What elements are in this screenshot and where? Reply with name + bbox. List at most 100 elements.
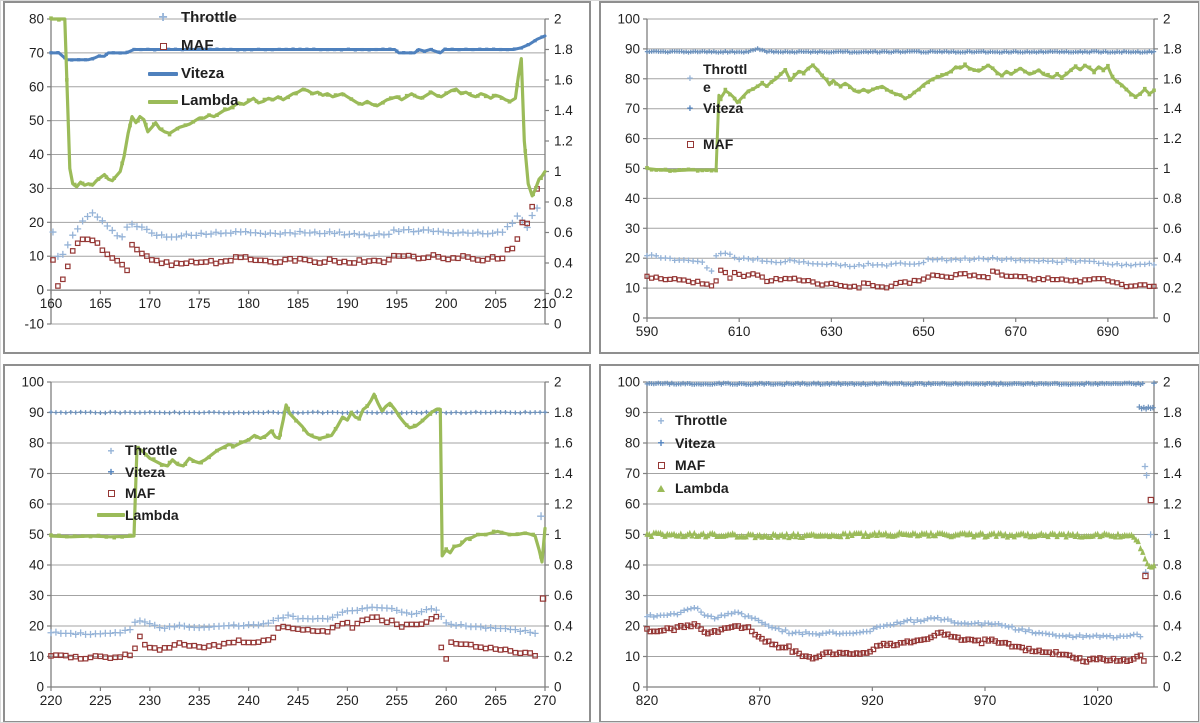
left-axis-tick-label: 40	[29, 558, 44, 573]
right-axis-tick-label: 1.2	[554, 497, 573, 512]
series-viteza	[644, 46, 1157, 55]
right-axis-tick-label: 0.2	[1163, 281, 1182, 296]
left-axis-tick-label: 90	[625, 41, 640, 56]
right-axis-tick-label: 0.8	[1163, 191, 1182, 206]
viteza-plus-marker-icon: +	[107, 465, 115, 480]
series-viteza	[48, 409, 548, 416]
chart4-legend: + Throttle + Viteza MAF Lambda	[647, 412, 729, 497]
legend-item-viteza: + Viteza	[97, 464, 179, 482]
x-axis-tick-label: 1020	[1083, 693, 1113, 708]
left-axis-tick-label: 70	[625, 466, 640, 481]
right-axis-tick-label: 0.4	[554, 619, 573, 634]
x-axis-tick-label: 240	[237, 693, 260, 708]
x-axis-tick-label: 210	[534, 296, 557, 311]
maf-square-marker-icon	[159, 42, 167, 50]
legend-item-lambda: Lambda	[97, 507, 179, 525]
right-axis-tick-label: 0.6	[554, 588, 573, 603]
throttle-plus-marker-icon: +	[158, 9, 168, 27]
right-axis-tick-label: 1.4	[554, 466, 573, 481]
maf-square-marker-icon	[657, 462, 665, 470]
right-axis-tick-label: 0.6	[1163, 588, 1182, 603]
left-axis-tick-label: 60	[29, 79, 44, 94]
x-axis-tick-label: 160	[40, 296, 63, 311]
x-axis-tick-label: 820	[636, 693, 659, 708]
legend-item-throttle: + Throttle	[647, 412, 729, 430]
series-maf	[50, 186, 540, 289]
x-axis-tick-label: 190	[336, 296, 359, 311]
legend-label-throttle: Throttle	[675, 412, 728, 428]
lambda-line-marker-icon	[97, 513, 125, 518]
series-throttle	[644, 604, 1144, 641]
left-axis-tick-label: 50	[625, 527, 640, 542]
left-axis-tick-label: 40	[29, 147, 44, 162]
right-axis-tick-label: 0	[554, 680, 562, 695]
left-axis-tick-label: 100	[617, 12, 640, 27]
right-axis-tick-label: 0.8	[554, 558, 573, 573]
legend-label-lambda: Lambda	[181, 92, 239, 110]
x-axis-tick-label: 175	[188, 296, 211, 311]
chart-panel-top-left: -10 0 10 20 30 40 50 60 70 80 0 0.2 0.4 0.6 0.8 1 1.2 1.4…	[3, 1, 591, 354]
series-viteza	[644, 380, 1146, 387]
series-lambda	[49, 392, 547, 564]
x-axis-tick-label: 220	[40, 693, 63, 708]
left-axis-tick-label: 10	[625, 649, 640, 664]
right-axis-tick-label: 1	[1163, 161, 1171, 176]
x-axis-tick-label: 180	[237, 296, 260, 311]
legend-label-throttle: Throttle	[181, 9, 237, 26]
legend-label-maf: MAF	[703, 135, 734, 152]
series-maf	[48, 613, 538, 662]
series-lambda	[645, 62, 1156, 173]
chart1-legend: + Throttle MAF Viteza Lambda	[145, 9, 239, 111]
right-axis-tick-label: 0.6	[1163, 221, 1182, 236]
series-throttle	[47, 603, 539, 638]
left-axis-tick-label: 60	[625, 131, 640, 146]
legend-item-viteza: + Viteza	[647, 435, 729, 453]
series-maf	[644, 267, 1157, 291]
right-axis-tick-label: 1.2	[1163, 497, 1182, 512]
left-axis-tick-label: 50	[625, 161, 640, 176]
right-axis-tick-label: 1.2	[554, 134, 573, 149]
lambda-line-marker-icon	[148, 99, 178, 104]
right-axis-tick-label: 0	[554, 317, 562, 332]
x-axis-tick-label: 270	[534, 693, 557, 708]
left-axis-tick-label: 30	[29, 588, 44, 603]
x-axis-tick-label: 630	[820, 324, 843, 339]
axis-labels: 0 10 20 30 40 50 60 70 80 90 100 0 0.2 0.4 0.6 0.8 1 1.2 1…	[617, 12, 1182, 340]
left-axis-tick-label: 30	[625, 588, 640, 603]
x-axis-tick-label: 260	[435, 693, 458, 708]
right-axis-tick-label: 2	[554, 12, 562, 27]
legend-item-maf: MAF	[647, 457, 729, 475]
axes	[47, 18, 549, 325]
right-axis-tick-label: 1.8	[1163, 41, 1182, 56]
right-axis-tick-label: 0.4	[554, 256, 573, 271]
series-viteza	[49, 34, 547, 62]
throttle-plus-marker-icon: +	[657, 413, 665, 428]
left-axis-tick-label: 0	[632, 311, 640, 326]
left-axis-tick-label: 10	[625, 281, 640, 296]
right-axis-tick-label: 0.8	[1163, 558, 1182, 573]
left-axis-tick-label: 0	[36, 283, 44, 298]
axes	[643, 18, 1158, 322]
x-axis-tick-label: 690	[1097, 324, 1120, 339]
chart3-legend: + Throttle + Viteza MAF Lambda	[97, 442, 179, 524]
throttle-plus-marker-icon: +	[107, 443, 115, 458]
legend-item-lambda: Lambda	[647, 480, 729, 498]
legend-label-lambda: Lambda	[675, 479, 729, 496]
x-axis-tick-label: 205	[484, 296, 507, 311]
left-axis-tick-label: 30	[29, 181, 44, 196]
legend-item-viteza: + Viteza	[677, 100, 747, 118]
outliers-maf	[539, 595, 547, 602]
right-axis-tick-label: 2	[554, 375, 562, 390]
x-axis-tick-label: 165	[89, 296, 112, 311]
legend-item-maf: MAF	[677, 136, 747, 154]
left-axis-tick-label: 40	[625, 558, 640, 573]
right-axis-tick-label: 1	[554, 527, 562, 542]
left-axis-tick-label: 0	[632, 680, 640, 695]
chart-canvas-bottom-left: 0 10 20 30 40 50 60 70 80 90 100 0 0.2 0.4 0.6 0.8 1 1.2 1…	[21, 375, 573, 709]
legend-label-throttle: Throttle	[125, 442, 178, 458]
x-axis-tick-label: 245	[287, 693, 310, 708]
right-axis-tick-label: 1.6	[554, 436, 573, 451]
right-axis-tick-label: 1.4	[554, 103, 573, 118]
x-axis-tick-label: 225	[89, 693, 112, 708]
